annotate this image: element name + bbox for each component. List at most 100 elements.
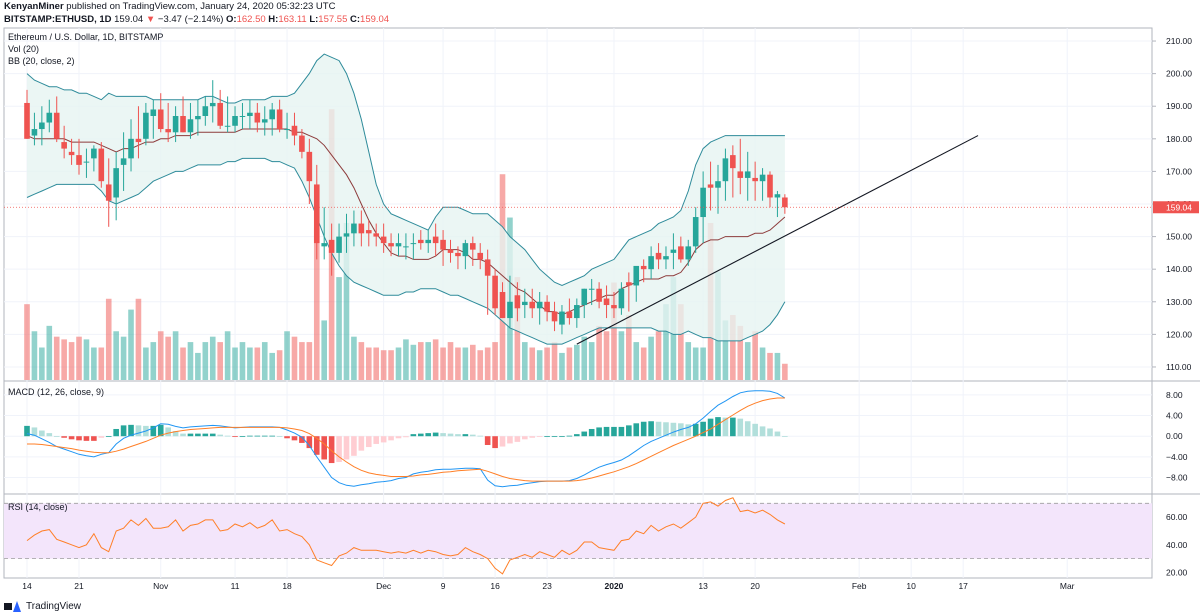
last-price-label-bg — [1153, 201, 1199, 214]
symbol-label[interactable]: BITSTAMP:ETHUSD, 1D — [4, 14, 112, 25]
macd-histogram-bar — [470, 434, 476, 437]
volume-bar — [351, 336, 357, 380]
last-price-label: 159.04 — [1166, 202, 1192, 212]
candle-body — [782, 197, 788, 208]
macd-legend[interactable]: MACD (12, 26, close, 9) — [8, 387, 105, 397]
close-value: 159.04 — [360, 14, 390, 25]
macd-histogram-bar — [68, 436, 75, 440]
macd-histogram-bar — [477, 435, 484, 437]
footer-brand[interactable]: TradingView — [4, 599, 81, 613]
candle-body — [209, 102, 216, 107]
macd-histogram-bar — [380, 436, 387, 443]
candle-body — [373, 233, 380, 237]
price-axis-tick: 180.00 — [1166, 134, 1192, 144]
time-axis-tick: 13 — [698, 581, 708, 591]
volume-bar — [440, 347, 446, 380]
macd-histogram-bar — [76, 436, 82, 441]
volume-bar — [46, 325, 53, 380]
macd-histogram-bar — [358, 436, 365, 451]
chart-header: KenyanMiner published on TradingView.com… — [4, 1, 904, 29]
tradingview-logo-icon — [4, 600, 22, 612]
volume-bar — [261, 342, 268, 380]
macd-axis-tick: 4.00 — [1166, 411, 1183, 421]
macd-histogram-bar — [522, 436, 528, 440]
candle-body — [744, 171, 751, 178]
macd-histogram-bar — [462, 434, 469, 437]
macd-histogram-bar — [633, 423, 640, 437]
macd-histogram-bar — [232, 436, 238, 438]
macd-histogram-bar — [217, 434, 223, 437]
volume-bar — [767, 352, 773, 380]
price-axis-tick: 200.00 — [1166, 69, 1192, 79]
ohlc-line: BITSTAMP:ETHUSD, 1D 159.04 ▼ −3.47 (−2.1… — [4, 14, 904, 26]
rsi-legend[interactable]: RSI (14, close) — [8, 502, 68, 512]
pane-title[interactable]: Ethereum / U.S. Dollar, 1D, BITSTAMP — [8, 32, 164, 42]
volume-bar — [299, 342, 305, 380]
macd-histogram-bar — [98, 436, 105, 438]
macd-histogram-bar — [247, 435, 253, 437]
macd-histogram-bar — [692, 423, 699, 437]
candle-body — [128, 138, 134, 159]
candle-body — [395, 243, 402, 247]
candle-body — [232, 116, 238, 126]
volume-bar — [484, 347, 491, 380]
candle-body — [261, 119, 268, 123]
volume-bar — [700, 347, 706, 380]
macd-axis-tick: −4.00 — [1166, 452, 1188, 462]
volume-bar — [692, 347, 699, 380]
candle-body — [24, 102, 30, 139]
time-axis-tick: Dec — [376, 581, 392, 591]
candle-body — [611, 305, 617, 309]
bollinger-lower-line — [26, 157, 786, 345]
volume-bar — [403, 339, 409, 380]
volume-bar — [470, 344, 476, 380]
volume-bar — [566, 347, 573, 380]
candle-body — [91, 148, 97, 159]
volume-bar — [626, 315, 632, 380]
volume-bar — [655, 331, 662, 380]
candle-body — [46, 112, 53, 123]
candle-body — [247, 112, 253, 116]
bollinger-band-fill — [27, 54, 785, 345]
macd-histogram-bar — [499, 436, 506, 447]
time-axis-tick: 23 — [542, 581, 552, 591]
volume-bar — [551, 342, 558, 380]
candle-body — [284, 129, 290, 131]
macd-histogram-bar — [373, 436, 380, 444]
time-axis-tick: Mar — [1060, 581, 1075, 591]
candle-body — [737, 171, 744, 178]
candle-body — [514, 295, 521, 309]
macd-histogram-bar — [239, 436, 246, 438]
volume-bar — [559, 352, 565, 380]
candle-body — [529, 301, 536, 309]
trend-line — [576, 135, 979, 345]
volume-bar — [135, 298, 142, 380]
macd-histogram-bar — [53, 436, 60, 438]
volume-bar — [143, 347, 149, 380]
last-price: 159.04 — [114, 14, 144, 25]
candle-body — [380, 236, 387, 244]
volume-legend[interactable]: Vol (20) — [8, 44, 40, 54]
macd-signal-line — [27, 397, 785, 482]
volume-bar — [31, 331, 38, 380]
candle-body — [365, 230, 372, 234]
macd-histogram-bar — [447, 433, 454, 437]
candle-body — [135, 138, 142, 143]
author-name[interactable]: KenyanMiner — [4, 1, 64, 12]
time-axis-tick: 2020 — [605, 581, 624, 591]
candle-body — [484, 259, 491, 276]
volume-bar — [544, 347, 550, 380]
volume-bar — [730, 315, 736, 380]
macd-histogram-bar — [336, 436, 342, 463]
volume-bar — [76, 336, 82, 380]
macd-histogram-bar — [581, 431, 588, 437]
volume-bar — [365, 347, 372, 380]
candle-body — [269, 109, 275, 120]
chart-canvas[interactable]: 210.00 200.00 190.00 180.00 170.00 16 0.00 150.… — [0, 0, 1200, 598]
volume-bar — [306, 342, 313, 380]
macd-histogram-bar — [157, 424, 164, 437]
volume-bar — [462, 347, 469, 380]
bb-legend[interactable]: BB (20, close, 2) — [8, 56, 75, 66]
macd-histogram-bar — [544, 436, 550, 438]
macd-histogram-bar — [425, 433, 432, 437]
